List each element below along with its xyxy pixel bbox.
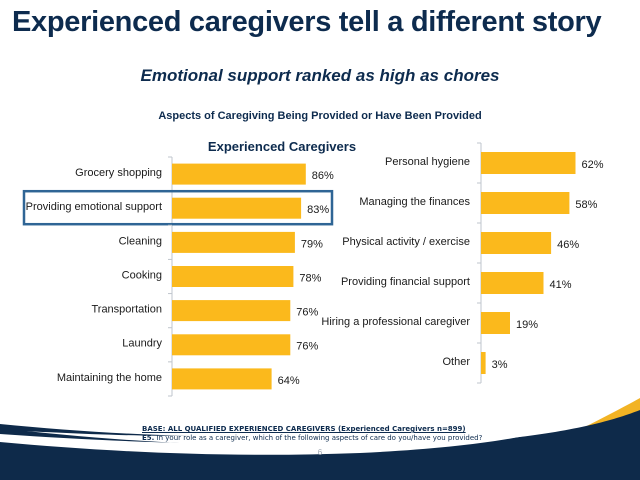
highlight-box xyxy=(22,189,334,226)
question-text: In your role as a caregiver, which of th… xyxy=(154,434,483,442)
bar-chart: Grocery shopping 86% Providing emotional s… xyxy=(22,142,604,397)
category-label: Transportation xyxy=(91,304,162,316)
bar-managing-the-finances xyxy=(481,192,570,214)
value-label: 86% xyxy=(312,170,334,182)
bar-hiring-a-professional-caregiver xyxy=(481,312,510,334)
value-label: 64% xyxy=(278,375,300,387)
bar-physical-activity-exercise xyxy=(481,232,552,254)
value-label: 83% xyxy=(307,204,329,216)
bar-transportation xyxy=(172,300,291,322)
category-label: Managing the finances xyxy=(359,196,470,208)
value-label: 46% xyxy=(557,239,579,251)
panel-title: Experienced Caregivers xyxy=(207,139,357,154)
slide-title: Experienced caregivers tell a different … xyxy=(12,6,602,38)
bar-cooking xyxy=(172,266,294,287)
value-label: 58% xyxy=(575,199,597,211)
bar-providing-emotional-support xyxy=(172,197,302,219)
category-label: Cleaning xyxy=(119,235,162,247)
category-label: Other xyxy=(442,356,470,368)
category-label: Providing emotional support xyxy=(26,201,162,213)
category-label: Maintaining the home xyxy=(57,372,162,384)
value-label: 76% xyxy=(296,341,318,353)
category-label: Physical activity / exercise xyxy=(342,236,470,248)
bar-personal-hygiene xyxy=(481,152,576,174)
bar-maintaining-the-home xyxy=(172,368,272,390)
value-label: 41% xyxy=(550,279,572,291)
bar-providing-financial-support xyxy=(481,272,544,294)
footer-band xyxy=(0,398,640,480)
value-label: 79% xyxy=(301,238,323,250)
value-label: 62% xyxy=(582,159,604,171)
question-id: E5. xyxy=(142,434,155,442)
value-label: 76% xyxy=(296,307,318,319)
category-label: Cooking xyxy=(122,269,162,281)
bar-other xyxy=(481,352,486,374)
footer-navy-top xyxy=(0,424,190,436)
category-label: Laundry xyxy=(122,338,162,350)
category-label: Providing financial support xyxy=(341,276,470,288)
bar-grocery-shopping xyxy=(172,163,306,185)
page-number: 6 xyxy=(317,448,323,457)
category-label: Grocery shopping xyxy=(75,167,162,179)
value-label: 3% xyxy=(492,359,508,371)
slide-subtitle: Emotional support ranked as high as chor… xyxy=(140,66,500,85)
footer-navy-band xyxy=(0,410,640,480)
category-label: Personal hygiene xyxy=(385,156,470,168)
chart-heading: Aspects of Caregiving Being Provided or … xyxy=(158,110,482,122)
base-footnote: BASE: ALL QUALIFIED EXPERIENCED CAREGIVE… xyxy=(142,425,466,433)
bar-cleaning xyxy=(172,231,295,253)
value-label: 78% xyxy=(299,272,321,284)
bar-laundry xyxy=(172,334,291,356)
chart-panel-left: Grocery shopping 86% Providing emotional s… xyxy=(22,156,334,397)
question-footnote: E5. In your role as a caregiver, which o… xyxy=(142,434,482,442)
value-label: 19% xyxy=(516,319,538,331)
chart-panel-right: Personal hygiene 62% Managing the finances… xyxy=(321,142,604,384)
category-label: Hiring a professional caregiver xyxy=(321,316,470,328)
footer-white-band xyxy=(0,412,600,455)
